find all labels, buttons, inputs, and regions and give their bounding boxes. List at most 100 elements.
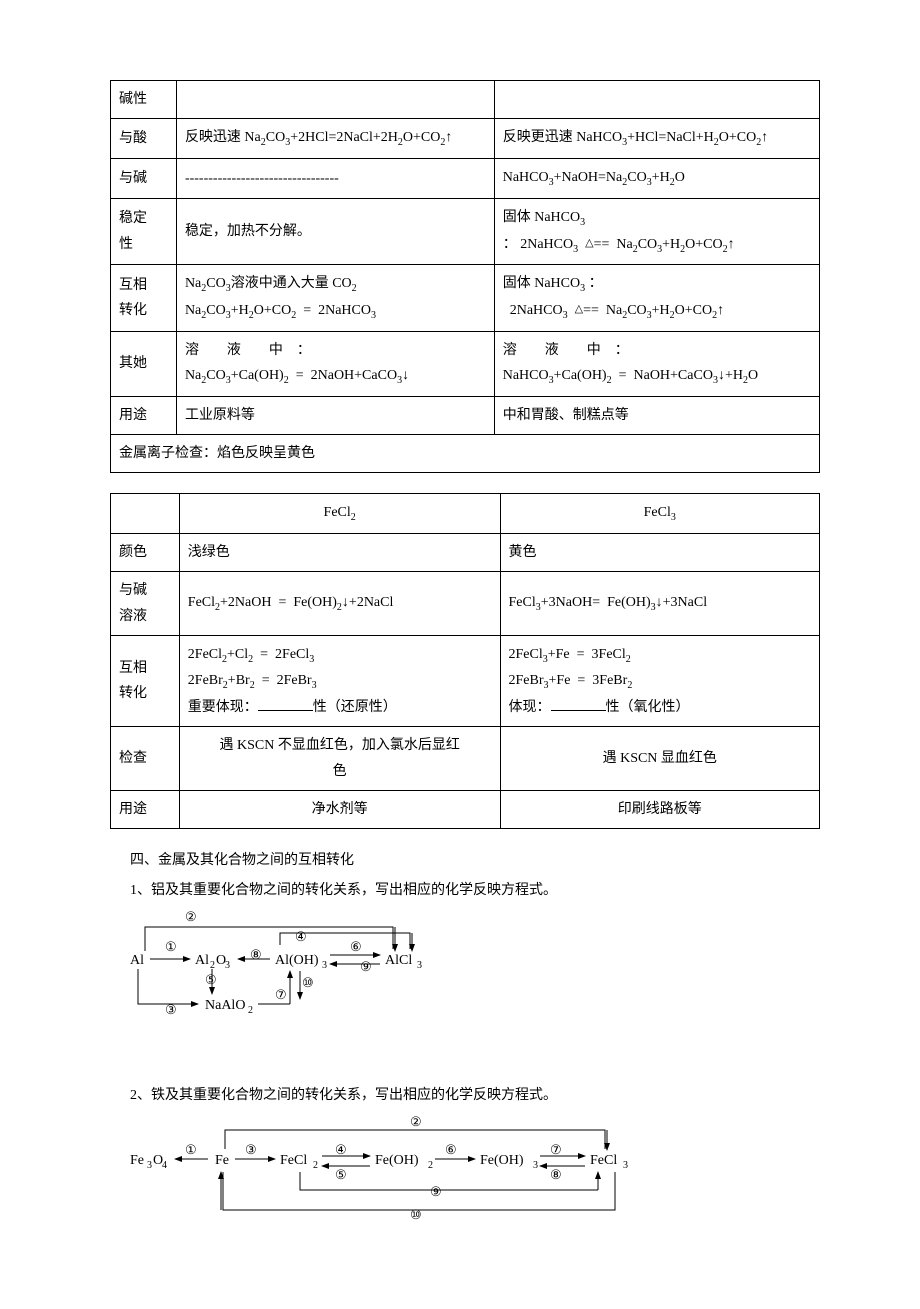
cell-left: 溶 液 中 ：Na2CO3+Ca(OH)2 = 2NaOH+CaCO3↓	[176, 331, 494, 396]
diagram-iron: Fe3O4 Fe FeCl2 Fe(OH)2 Fe(OH)3 FeCl3 ① ②…	[130, 1114, 820, 1229]
row-label: 与碱	[111, 158, 177, 198]
section-title: 四、金属及其化合物之间的互相转化	[130, 849, 820, 869]
row-label: 检查	[111, 727, 180, 790]
svg-text:3: 3	[623, 1160, 628, 1171]
table-row: 互相转化 Na2CO3溶液中通入大量 CO2Na2CO3+H2O+CO2 = 2…	[111, 265, 820, 332]
svg-text:②: ②	[185, 909, 197, 924]
table-iron-chloride: FeCl2 FeCl3 颜色 浅绿色 黄色 与碱溶液 FeCl2+2NaOH =…	[110, 493, 820, 829]
cell-right	[494, 81, 819, 119]
cell-left: 遇 KSCN 不显血红色，加入氯水后显红色	[179, 727, 500, 790]
blank-fill[interactable]	[258, 696, 313, 711]
row-label	[111, 494, 180, 534]
table-sodium-carbonate: 碱性 与酸 反映迅速 Na2CO3+2HCl=2NaCl+2H2O+CO2↑ 反…	[110, 80, 820, 473]
cell-left: 2FeCl2+Cl2 = 2FeCl32FeBr2+Br2 = 2FeBr3重要…	[179, 635, 500, 727]
cell-right: 中和胃酸、制糕点等	[494, 396, 819, 434]
svg-text:4: 4	[162, 1160, 167, 1171]
svg-text:AlCl: AlCl	[385, 953, 412, 968]
svg-text:Fe(OH): Fe(OH)	[375, 1153, 419, 1168]
row-label: 碱性	[111, 81, 177, 119]
cell-right: 反映更迅速 NaHCO3+HCl=NaCl+H2O+CO2↑	[494, 119, 819, 159]
row-label: 与碱溶液	[111, 572, 180, 635]
row-label: 用途	[111, 790, 180, 828]
cell-right: 黄色	[500, 534, 819, 572]
cell-left: FeCl2+2NaOH = Fe(OH)2↓+2NaCl	[179, 572, 500, 635]
svg-text:⑥: ⑥	[445, 1142, 457, 1157]
svg-text:⑧: ⑧	[250, 947, 262, 962]
row-label: 用途	[111, 396, 177, 434]
svg-text:NaAlO: NaAlO	[205, 998, 245, 1013]
row-label: 与酸	[111, 119, 177, 159]
cell-right: 溶 液 中 ：NaHCO3+Ca(OH)2 = NaOH+CaCO3↓+H2O	[494, 331, 819, 396]
svg-text:⑦: ⑦	[550, 1142, 562, 1157]
svg-text:⑨: ⑨	[360, 959, 372, 974]
table-row: 其她 溶 液 中 ：Na2CO3+Ca(OH)2 = 2NaOH+CaCO3↓ …	[111, 331, 820, 396]
row-label: 互相转化	[111, 635, 180, 727]
svg-text:⑤: ⑤	[335, 1167, 347, 1182]
svg-text:Al: Al	[195, 953, 209, 968]
cell-right: FeCl3+3NaOH= Fe(OH)3↓+3NaCl	[500, 572, 819, 635]
cell-left: 净水剂等	[179, 790, 500, 828]
table-row: 用途 工业原料等 中和胃酸、制糕点等	[111, 396, 820, 434]
cell-left: 反映迅速 Na2CO3+2HCl=2NaCl+2H2O+CO2↑	[176, 119, 494, 159]
cell-right: 印刷线路板等	[500, 790, 819, 828]
svg-text:④: ④	[335, 1142, 347, 1157]
svg-text:③: ③	[245, 1142, 257, 1157]
cell-right: 固体 NaHCO3 ： 2NaHCO3 △== Na2CO3+H2O+CO2↑	[494, 265, 819, 332]
row-label: 颜色	[111, 534, 180, 572]
item-1: 1、铝及其重要化合物之间的转化关系，写出相应的化学反映方程式。	[130, 879, 820, 899]
svg-text:FeCl: FeCl	[280, 1153, 307, 1168]
table-row: 检查 遇 KSCN 不显血红色，加入氯水后显红色 遇 KSCN 显血红色	[111, 727, 820, 790]
node-al: Al	[130, 953, 144, 968]
cell-right: NaHCO3+NaOH=Na2CO3+H2O	[494, 158, 819, 198]
svg-text:3: 3	[417, 960, 422, 971]
row-label: 其她	[111, 331, 177, 396]
svg-text:⑦: ⑦	[275, 987, 287, 1002]
svg-text:2: 2	[313, 1160, 318, 1171]
table-row: 碱性	[111, 81, 820, 119]
svg-text:Fe(OH): Fe(OH)	[480, 1153, 524, 1168]
item-2: 2、铁及其重要化合物之间的转化关系，写出相应的化学反映方程式。	[130, 1084, 820, 1104]
table-row: 与碱溶液 FeCl2+2NaOH = Fe(OH)2↓+2NaCl FeCl3+…	[111, 572, 820, 635]
table-row: FeCl2 FeCl3	[111, 494, 820, 534]
svg-text:2: 2	[428, 1160, 433, 1171]
svg-text:⑧: ⑧	[550, 1167, 562, 1182]
cell-left: Na2CO3溶液中通入大量 CO2Na2CO3+H2O+CO2 = 2NaHCO…	[176, 265, 494, 332]
header-left: FeCl2	[179, 494, 500, 534]
svg-text:⑥: ⑥	[350, 939, 362, 954]
diagram-svg: Al Al2O3 Al(OH)3 AlCl3 NaAlO2 ① ② ③ ④ ⑤ …	[130, 909, 450, 1019]
cell-left	[176, 81, 494, 119]
table-footer: 金属离子检查：焰色反映呈黄色	[111, 435, 820, 473]
table-row: 与碱 --------------------------------- NaH…	[111, 158, 820, 198]
svg-text:①: ①	[165, 939, 177, 954]
header-right: FeCl3	[500, 494, 819, 534]
svg-text:⑨: ⑨	[430, 1184, 442, 1199]
table-row: 互相转化 2FeCl2+Cl2 = 2FeCl32FeBr2+Br2 = 2Fe…	[111, 635, 820, 727]
row-label: 稳定性	[111, 198, 177, 265]
svg-text:Al(OH): Al(OH)	[275, 953, 319, 968]
svg-text:Fe: Fe	[130, 1153, 144, 1168]
svg-text:④: ④	[295, 929, 307, 944]
blank-fill[interactable]	[551, 696, 606, 711]
cell-right: 2FeCl3+Fe = 3FeCl22FeBr3+Fe = 3FeBr2体现：性…	[500, 635, 819, 727]
svg-text:⑤: ⑤	[205, 972, 217, 987]
row-label: 互相转化	[111, 265, 177, 332]
svg-text:⑩: ⑩	[302, 975, 314, 990]
cell-left: 工业原料等	[176, 396, 494, 434]
svg-text:3: 3	[147, 1160, 152, 1171]
svg-text:3: 3	[322, 960, 327, 971]
svg-text:3: 3	[225, 960, 230, 971]
svg-text:Fe: Fe	[215, 1153, 229, 1168]
svg-text:⑩: ⑩	[410, 1207, 422, 1222]
cell-left: 稳定，加热不分解。	[176, 198, 494, 265]
cell-left: 浅绿色	[179, 534, 500, 572]
diagram-svg: Fe3O4 Fe FeCl2 Fe(OH)2 Fe(OH)3 FeCl3 ① ②…	[130, 1114, 670, 1224]
cell-left: ---------------------------------	[176, 158, 494, 198]
table-row: 与酸 反映迅速 Na2CO3+2HCl=2NaCl+2H2O+CO2↑ 反映更迅…	[111, 119, 820, 159]
cell-right: 固体 NaHCO3： 2NaHCO3 △== Na2CO3+H2O+CO2↑	[494, 198, 819, 265]
svg-text:②: ②	[410, 1114, 422, 1129]
table-row: 金属离子检查：焰色反映呈黄色	[111, 435, 820, 473]
svg-text:3: 3	[533, 1160, 538, 1171]
svg-text:①: ①	[185, 1142, 197, 1157]
svg-text:2: 2	[248, 1005, 253, 1016]
table-row: 颜色 浅绿色 黄色	[111, 534, 820, 572]
